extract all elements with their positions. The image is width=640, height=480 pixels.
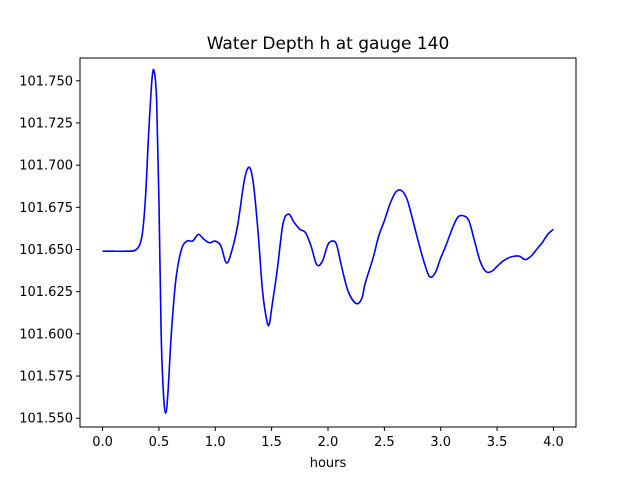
y-tick-label: 101.600: [19, 327, 73, 342]
x-tick-label: 2.5: [374, 435, 395, 450]
x-tick-label: 3.0: [430, 435, 451, 450]
x-tick-label: 3.5: [487, 435, 508, 450]
series-line-1: [102, 68, 554, 414]
y-tick-label: 101.725: [19, 116, 73, 131]
y-tick-label: 101.675: [19, 201, 73, 216]
y-tick-label: 101.700: [19, 159, 73, 174]
y-tick-label: 101.750: [19, 74, 73, 89]
x-tick-label: 2.0: [318, 435, 339, 450]
x-tick-label: 1.0: [205, 435, 226, 450]
chart-title: Water Depth h at gauge 140: [207, 34, 450, 54]
plot-area: [102, 68, 554, 414]
y-tick-label: 101.575: [19, 370, 73, 385]
y-tick-label: 101.625: [19, 285, 73, 300]
y-tick-label: 101.650: [19, 243, 73, 258]
y-tick-label: 101.550: [19, 412, 73, 427]
x-axis: 0.0 0.5 1.0 1.5 2.0 2.5 3.0 3.5 4.0: [92, 427, 564, 450]
x-axis-label: hours: [310, 456, 347, 471]
x-tick-label: 0.0: [92, 435, 113, 450]
y-axis: 101.550 101.575 101.600 101.625 101.650 101.6…: [19, 74, 80, 427]
x-tick-label: 1.5: [261, 435, 282, 450]
x-tick-label: 4.0: [543, 435, 564, 450]
x-tick-label: 0.5: [149, 435, 170, 450]
